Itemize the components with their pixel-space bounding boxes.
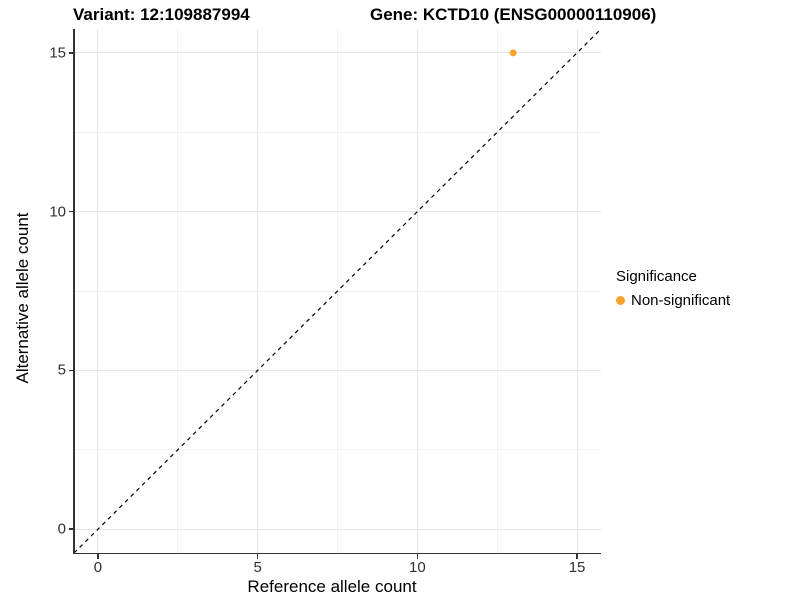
y-axis-line (73, 29, 75, 554)
y-tick-label: 5 (57, 361, 66, 379)
minor-gridline-h (74, 131, 601, 133)
y-tick-mark (69, 210, 74, 213)
variant-title: Variant: 12:109887994 (73, 5, 250, 24)
identity-reference-line (74, 29, 601, 553)
y-tick-label: 0 (57, 520, 66, 538)
legend-entry: Non-significant (616, 292, 730, 309)
y-tick-mark (69, 369, 74, 372)
legend-entry-label: Non-significant (631, 292, 731, 309)
major-gridline-v (416, 29, 418, 553)
y-tick-label: 15 (49, 44, 66, 62)
major-gridline-h (74, 369, 601, 371)
data-point (509, 49, 517, 57)
x-tick-mark (576, 554, 578, 559)
x-axis-title: Reference allele count (247, 577, 417, 596)
major-gridline-h (74, 528, 601, 530)
plot-panel (74, 29, 601, 553)
y-tick-mark (69, 52, 74, 54)
x-tick-mark (416, 554, 419, 559)
gene-title: Gene: KCTD10 (ENSG00000110906) (370, 5, 657, 24)
major-gridline-v (257, 29, 259, 553)
major-gridline-h (74, 52, 601, 54)
legend: Significance Non-significant (616, 268, 730, 309)
x-tick-mark (256, 554, 259, 559)
legend-title: Significance (616, 268, 697, 285)
x-tick-mark (97, 554, 99, 559)
x-tick-label: 15 (568, 559, 586, 576)
legend-point-icon (616, 296, 625, 305)
major-gridline-h (74, 211, 601, 213)
x-tick-label: 5 (253, 559, 262, 576)
x-axis-line (73, 552, 601, 554)
plot-layer (74, 29, 601, 553)
major-gridline-v (97, 29, 99, 553)
minor-gridline-v (496, 29, 498, 553)
x-tick-label: 0 (93, 559, 103, 576)
y-tick-label: 10 (49, 203, 66, 221)
y-axis-title: Alternative allele count (13, 212, 32, 384)
y-tick-mark (69, 528, 74, 530)
x-tick-label: 10 (409, 559, 426, 576)
major-gridline-v (576, 29, 578, 553)
